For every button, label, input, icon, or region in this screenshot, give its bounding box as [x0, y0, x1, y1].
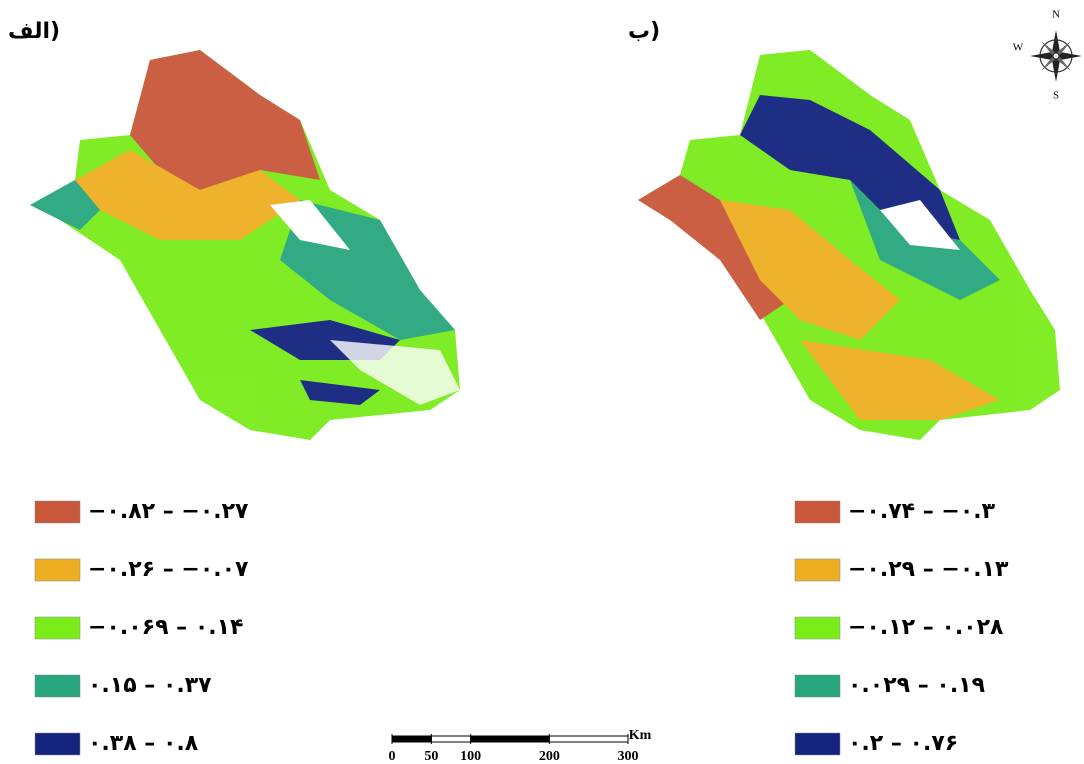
- legend-label: ۰.۳۸ – ۰.۸: [88, 731, 199, 756]
- scale-segment: [470, 735, 550, 743]
- legend-label: −۰.۱۲ – ۰.۰۲۸: [848, 615, 1004, 640]
- legend-label: ۰.۰۲۹ – ۰.۱۹: [848, 673, 985, 698]
- compass-west: W: [1013, 42, 1024, 54]
- legend-swatch: [34, 616, 81, 640]
- map-right: [638, 50, 1060, 440]
- legend-swatch: [794, 732, 841, 756]
- scale-segment: [391, 735, 432, 743]
- legend-swatch: [794, 500, 841, 524]
- legend-label: ۰.۲ – ۰.۷۶: [848, 731, 958, 756]
- legend-label: ۰.۱۵ – ۰.۳۷: [88, 673, 212, 698]
- scale-label: 300: [618, 749, 639, 764]
- scale-unit: Km: [629, 728, 652, 743]
- scale-label: 50: [424, 749, 438, 764]
- legend-label: −۰.۲۹ – −۰.۱۳: [848, 557, 1009, 582]
- legend-label: −۰.۸۲ – −۰.۲۷: [88, 499, 249, 524]
- compass-south: S: [1053, 90, 1059, 102]
- legend-swatch: [34, 732, 81, 756]
- legend-swatch: [794, 674, 841, 698]
- legend-label: −۰.۲۶ – −۰.۰۷: [88, 557, 249, 582]
- compass-north: N: [1052, 9, 1060, 21]
- scale-segment: [430, 735, 472, 743]
- scale-segment: [548, 735, 629, 743]
- legend-label: −۰.۰۶۹ – ۰.۱۴: [88, 615, 243, 640]
- legend-swatch: [34, 558, 81, 582]
- scale-label: 0: [389, 749, 396, 764]
- scale-label: 200: [539, 749, 560, 764]
- panel-label: ب): [628, 19, 660, 44]
- map-left: [30, 50, 460, 440]
- panel-label: الف): [8, 19, 60, 44]
- legend-swatch: [794, 616, 841, 640]
- compass: [1030, 30, 1082, 82]
- legend-swatch: [34, 500, 81, 524]
- legend-label: −۰.۷۴ – −۰.۳: [848, 499, 996, 524]
- legend-swatch: [34, 674, 81, 698]
- legend-swatch: [794, 558, 841, 582]
- scale-label: 100: [460, 749, 481, 764]
